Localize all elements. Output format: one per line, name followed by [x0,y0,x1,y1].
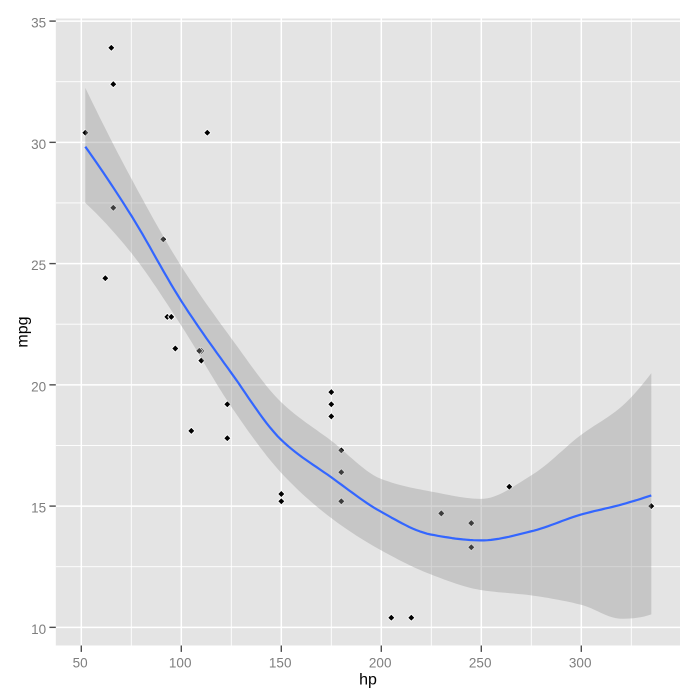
svg-text:25: 25 [31,258,46,273]
svg-text:35: 35 [31,16,46,31]
svg-text:150: 150 [269,656,292,671]
svg-text:20: 20 [31,379,46,394]
svg-text:200: 200 [369,656,392,671]
svg-text:30: 30 [31,137,46,152]
svg-text:mpg: mpg [15,316,32,347]
svg-text:10: 10 [31,622,46,637]
svg-text:50: 50 [73,656,88,671]
svg-text:250: 250 [469,656,492,671]
svg-text:15: 15 [31,501,46,516]
svg-text:300: 300 [569,656,592,671]
svg-text:hp: hp [359,672,377,689]
svg-text:100: 100 [169,656,192,671]
